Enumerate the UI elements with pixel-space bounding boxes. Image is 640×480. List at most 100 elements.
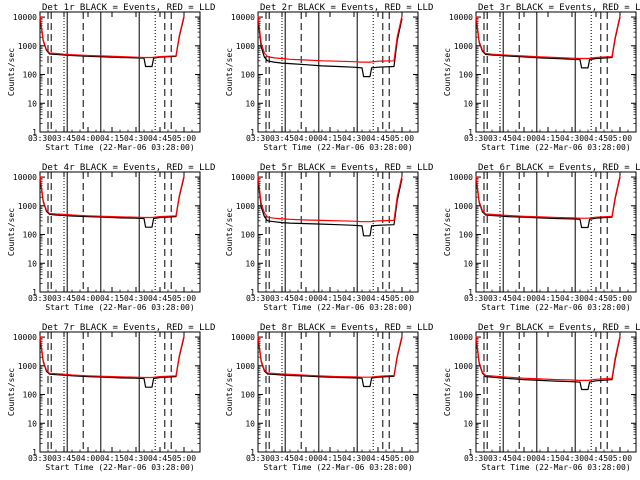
x-tick-label: 03:30: [464, 294, 488, 303]
y-tick-label: 1000: [18, 362, 37, 371]
lld-series-line: [257, 15, 403, 63]
x-tick-label: 04:45: [366, 134, 390, 143]
x-tick-label: 04:30: [342, 454, 366, 463]
y-tick-label: 10000: [449, 173, 473, 182]
x-tick-label: 03:30: [28, 454, 52, 463]
x-tick-label: 04:30: [342, 294, 366, 303]
y-tick-label: 100: [241, 231, 256, 240]
y-axis-label: Counts/sec: [225, 368, 234, 416]
panel-title: Det 6r BLACK = Events, RED = LLD: [478, 163, 640, 173]
x-tick-label: 03:45: [270, 294, 294, 303]
y-tick-label: 1000: [236, 362, 255, 371]
lld-series-line: [257, 175, 403, 223]
panel-title: Det 5r BLACK = Events, RED = LLD: [260, 163, 433, 173]
x-axis-label: Start Time (22-Mar-06 03:28:00): [263, 143, 412, 152]
x-tick-label: 04:00: [294, 294, 318, 303]
panel-title: Det 1r BLACK = Events, RED = LLD: [42, 3, 215, 13]
x-tick-label: 03:30: [28, 294, 52, 303]
x-tick-label: 05:00: [608, 134, 632, 143]
y-tick-label: 100: [459, 71, 474, 80]
lld-series-line: [475, 175, 621, 219]
y-tick-label: 10: [27, 99, 37, 108]
panel-title: Det 9r BLACK = Events, RED = LLD: [478, 323, 640, 333]
y-tick-label: 1000: [454, 362, 473, 371]
x-tick-label: 04:15: [536, 294, 560, 303]
events-series-line: [39, 16, 185, 68]
x-tick-label: 04:15: [318, 454, 342, 463]
x-tick-label: 03:30: [464, 134, 488, 143]
y-axis-label: Counts/sec: [443, 368, 452, 416]
x-axis-label: Start Time (22-Mar-06 03:28:00): [481, 303, 630, 312]
x-tick-label: 03:45: [488, 454, 512, 463]
x-tick-label: 04:15: [536, 454, 560, 463]
panel-title: Det 3r BLACK = Events, RED = LLD: [478, 3, 640, 13]
y-axis-label: Counts/sec: [443, 48, 452, 96]
events-series-line: [39, 176, 185, 228]
lld-series-line: [39, 335, 185, 379]
events-series-line: [475, 336, 621, 391]
x-tick-label: 04:00: [294, 454, 318, 463]
events-series-line: [475, 16, 621, 69]
events-series-line: [257, 18, 403, 78]
x-axis-label: Start Time (22-Mar-06 03:28:00): [263, 303, 412, 312]
x-tick-label: 04:30: [560, 134, 584, 143]
panel-title: Det 7r BLACK = Events, RED = LLD: [42, 323, 215, 333]
y-axis-label: Counts/sec: [7, 48, 16, 96]
y-tick-label: 100: [23, 391, 38, 400]
lld-series-line: [39, 175, 185, 219]
x-tick-label: 04:45: [584, 454, 608, 463]
y-tick-label: 1000: [18, 202, 37, 211]
events-series-line: [257, 336, 403, 388]
panel-title: Det 2r BLACK = Events, RED = LLD: [260, 3, 433, 13]
x-axis-label: Start Time (22-Mar-06 03:28:00): [263, 463, 412, 472]
y-tick-label: 10: [245, 259, 255, 268]
x-tick-label: 04:15: [100, 134, 124, 143]
y-tick-label: 1: [468, 128, 473, 137]
y-axis-label: Counts/sec: [7, 208, 16, 256]
y-tick-label: 100: [241, 391, 256, 400]
y-tick-label: 10000: [231, 13, 255, 22]
y-tick-label: 1: [468, 288, 473, 297]
x-tick-label: 03:30: [246, 294, 270, 303]
lld-series-line: [257, 335, 403, 378]
x-tick-label: 04:00: [294, 134, 318, 143]
x-tick-label: 03:45: [270, 134, 294, 143]
x-tick-label: 04:45: [148, 134, 172, 143]
x-tick-label: 05:00: [390, 294, 414, 303]
x-tick-label: 03:30: [28, 134, 52, 143]
y-axis-label: Counts/sec: [225, 48, 234, 96]
events-series-line: [475, 176, 621, 229]
y-tick-label: 100: [459, 391, 474, 400]
y-tick-label: 10000: [13, 173, 37, 182]
y-tick-label: 1: [250, 288, 255, 297]
panel-title: Det 4r BLACK = Events, RED = LLD: [42, 163, 215, 173]
y-tick-label: 10: [463, 259, 473, 268]
x-tick-label: 05:00: [390, 134, 414, 143]
lld-series-line: [39, 15, 185, 59]
x-tick-label: 04:30: [560, 454, 584, 463]
x-tick-label: 04:30: [124, 294, 148, 303]
y-axis-label: Counts/sec: [225, 208, 234, 256]
x-tick-label: 04:45: [148, 294, 172, 303]
x-tick-label: 03:45: [52, 134, 76, 143]
y-tick-label: 10: [27, 419, 37, 428]
x-tick-label: 04:30: [124, 134, 148, 143]
x-tick-label: 04:00: [512, 294, 536, 303]
x-tick-label: 05:00: [390, 454, 414, 463]
y-axis-label: Counts/sec: [7, 368, 16, 416]
x-tick-label: 03:45: [488, 294, 512, 303]
y-tick-label: 10: [245, 419, 255, 428]
x-tick-label: 04:30: [560, 294, 584, 303]
x-axis-label: Start Time (22-Mar-06 03:28:00): [481, 463, 630, 472]
y-tick-label: 1000: [236, 42, 255, 51]
x-tick-label: 04:15: [536, 134, 560, 143]
x-tick-label: 04:00: [76, 454, 100, 463]
y-tick-label: 10000: [231, 333, 255, 342]
y-tick-label: 1: [32, 288, 37, 297]
x-tick-label: 03:30: [246, 454, 270, 463]
y-tick-label: 10000: [13, 13, 37, 22]
x-axis-label: Start Time (22-Mar-06 03:28:00): [45, 303, 194, 312]
x-tick-label: 04:45: [366, 454, 390, 463]
x-tick-label: 04:00: [512, 454, 536, 463]
